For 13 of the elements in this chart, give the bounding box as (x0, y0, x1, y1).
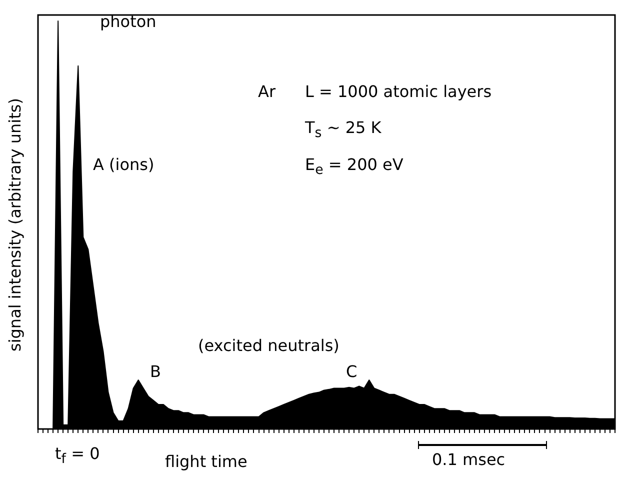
annotation: L = 1000 atomic layers (305, 82, 492, 101)
x-axis-title: flight time (165, 452, 248, 471)
annotation: Ar (258, 82, 276, 101)
text: t$_{f}$ = 0 (55, 444, 100, 468)
annotation: E$_{e}$ = 200 eV (305, 155, 404, 178)
annotation: photon (100, 12, 156, 31)
annotation: C (346, 362, 358, 381)
text: 0.1 msec (432, 450, 506, 469)
annotation: B (150, 362, 161, 381)
y-axis-title: signal intensity (arbitrary units) (6, 98, 24, 352)
annotation: (excited neutrals) (198, 336, 340, 355)
annotation: T$_{s}$ ~ 25 K (305, 118, 382, 142)
annotation: A (ions) (93, 155, 154, 174)
